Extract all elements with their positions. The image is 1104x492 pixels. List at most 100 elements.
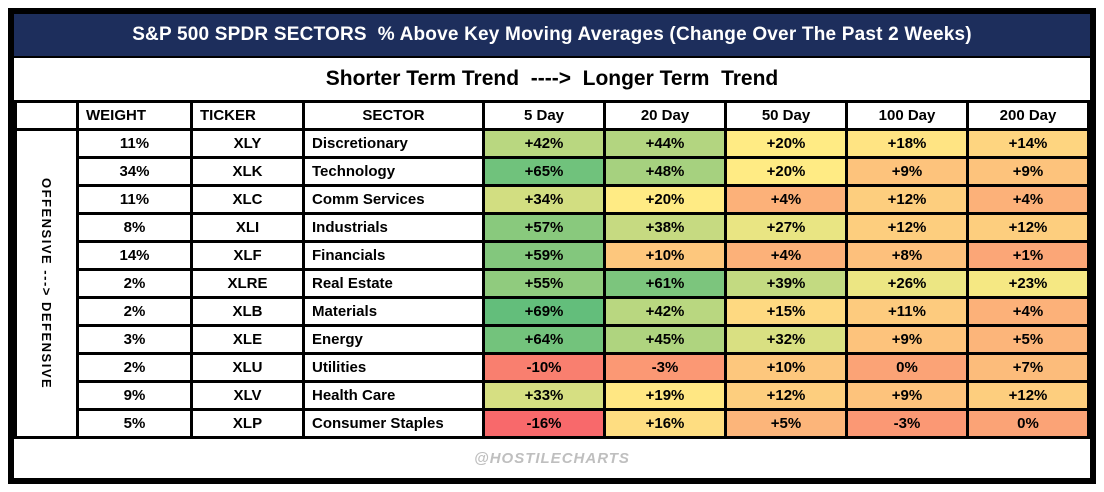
footer-bar: @HOSTILECHARTS (14, 439, 1090, 478)
value-cell: +10% (603, 240, 727, 271)
value-cell: +23% (966, 268, 1090, 299)
ticker-cell: XLY (190, 128, 305, 159)
ticker-cell: XLE (190, 324, 305, 355)
value-cell: +32% (724, 324, 848, 355)
value-cell: +55% (482, 268, 606, 299)
table-row: 34% XLK Technology +65% +48% +20% +9% +9… (16, 156, 1090, 187)
sector-cell: Industrials (302, 212, 485, 243)
value-cell: +26% (845, 268, 969, 299)
header-weight: WEIGHT (76, 100, 193, 131)
value-cell: +27% (724, 212, 848, 243)
value-cell: +12% (724, 380, 848, 411)
sector-cell: Technology (302, 156, 485, 187)
chart-title: S&P 500 SPDR SECTORS % Above Key Moving … (132, 24, 972, 45)
value-cell: +12% (966, 380, 1090, 411)
value-cell: +11% (845, 296, 969, 327)
table-row: 8% XLI Industrials +57% +38% +27% +12% +… (16, 212, 1090, 243)
header-ticker: TICKER (190, 100, 305, 131)
value-cell: +9% (845, 380, 969, 411)
weight-cell: 5% (76, 408, 193, 439)
value-cell: +65% (482, 156, 606, 187)
value-cell: +42% (603, 296, 727, 327)
value-cell: +15% (724, 296, 848, 327)
sector-cell: Consumer Staples (302, 408, 485, 439)
header-5-day: 5 Day (482, 100, 606, 131)
weight-cell: 2% (76, 268, 193, 299)
value-cell: +4% (724, 184, 848, 215)
value-cell: +20% (603, 184, 727, 215)
weight-cell: 2% (76, 296, 193, 327)
value-cell: +20% (724, 128, 848, 159)
value-cell: -16% (482, 408, 606, 439)
table-row: OFFENSIVE ---> DEFENSIVE 11% XLY Discret… (14, 128, 1090, 439)
sector-cell: Utilities (302, 352, 485, 383)
value-cell: +64% (482, 324, 606, 355)
value-cell: +61% (603, 268, 727, 299)
value-cell: +16% (603, 408, 727, 439)
value-cell: +8% (845, 240, 969, 271)
sector-cell: Financials (302, 240, 485, 271)
value-cell: +69% (482, 296, 606, 327)
header-sector: SECTOR (302, 100, 485, 131)
weight-cell: 34% (76, 156, 193, 187)
value-cell: +19% (603, 380, 727, 411)
header-50-day: 50 Day (724, 100, 848, 131)
value-cell: +42% (482, 128, 606, 159)
value-cell: +57% (482, 212, 606, 243)
sector-table: WEIGHT TICKER SECTOR 5 Day 20 Day 50 Day… (14, 100, 1090, 439)
value-cell: +20% (724, 156, 848, 187)
value-cell: +39% (724, 268, 848, 299)
subtitle-bar: Shorter Term Trend ----> Longer Term Tre… (14, 58, 1090, 100)
value-cell: -3% (603, 352, 727, 383)
value-cell: 0% (845, 352, 969, 383)
header-100-day: 100 Day (845, 100, 969, 131)
value-cell: +12% (845, 212, 969, 243)
table-row: 2% XLU Utilities -10% -3% +10% 0% +7% (16, 352, 1090, 383)
ticker-cell: XLC (190, 184, 305, 215)
table-row: 2% XLRE Real Estate +55% +61% +39% +26% … (16, 268, 1090, 299)
weight-cell: 11% (76, 184, 193, 215)
ticker-cell: XLK (190, 156, 305, 187)
value-cell: +9% (966, 156, 1090, 187)
corner-cell (14, 100, 79, 131)
table-row: 11% XLC Comm Services +34% +20% +4% +12%… (16, 184, 1090, 215)
value-cell: +9% (845, 324, 969, 355)
value-cell: 0% (966, 408, 1090, 439)
sector-cell: Materials (302, 296, 485, 327)
value-cell: +5% (724, 408, 848, 439)
value-cell: +44% (603, 128, 727, 159)
weight-cell: 8% (76, 212, 193, 243)
weight-cell: 2% (76, 352, 193, 383)
offensive-defensive-axis-label: OFFENSIVE ---> DEFENSIVE (14, 128, 79, 439)
trend-direction-subtitle: Shorter Term Trend ----> Longer Term Tre… (325, 67, 779, 90)
table-row: 3% XLE Energy +64% +45% +32% +9% +5% (16, 324, 1090, 355)
value-cell: +34% (482, 184, 606, 215)
value-cell: +33% (482, 380, 606, 411)
value-cell: +14% (966, 128, 1090, 159)
value-cell: +38% (603, 212, 727, 243)
weight-cell: 3% (76, 324, 193, 355)
weight-cell: 14% (76, 240, 193, 271)
sector-performance-table: S&P 500 SPDR SECTORS % Above Key Moving … (8, 8, 1096, 484)
sector-cell: Comm Services (302, 184, 485, 215)
value-cell: +5% (966, 324, 1090, 355)
ticker-cell: XLB (190, 296, 305, 327)
value-cell: +4% (966, 296, 1090, 327)
value-cell: +59% (482, 240, 606, 271)
value-cell: +9% (845, 156, 969, 187)
ticker-cell: XLF (190, 240, 305, 271)
ticker-cell: XLV (190, 380, 305, 411)
value-cell: +7% (966, 352, 1090, 383)
value-cell: +18% (845, 128, 969, 159)
header-200-day: 200 Day (966, 100, 1090, 131)
value-cell: -3% (845, 408, 969, 439)
value-cell: -10% (482, 352, 606, 383)
value-cell: +12% (845, 184, 969, 215)
table-row: 2% XLB Materials +69% +42% +15% +11% +4% (16, 296, 1090, 327)
value-cell: +12% (966, 212, 1090, 243)
value-cell: +1% (966, 240, 1090, 271)
table-row: 14% XLF Financials +59% +10% +4% +8% +1% (16, 240, 1090, 271)
weight-cell: 11% (76, 128, 193, 159)
value-cell: +10% (724, 352, 848, 383)
sector-cell: Real Estate (302, 268, 485, 299)
